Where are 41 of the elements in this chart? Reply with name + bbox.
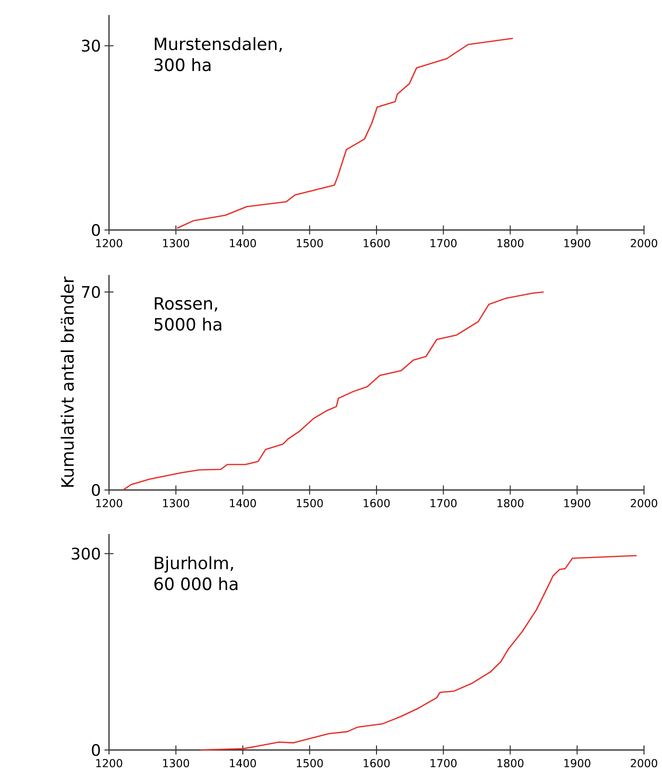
x-tick-label: 1300 <box>163 759 190 768</box>
x-tick-label: 1600 <box>364 239 390 248</box>
x-tick-label: 1500 <box>296 239 323 248</box>
y-tick-label: 0 <box>92 484 100 496</box>
x-tick-label: 1500 <box>296 759 323 768</box>
x-tick-label: 1900 <box>564 239 590 248</box>
x-tick-label: 1900 <box>564 759 590 768</box>
y-tick-label: 0 <box>92 224 100 236</box>
x-tick-label: 1500 <box>296 499 323 508</box>
x-tick-label: 1600 <box>364 499 390 508</box>
text: Rossen, <box>154 297 218 312</box>
x-tick-label: 1300 <box>163 239 190 248</box>
text: Bjurholm, <box>154 556 233 573</box>
x-tick-label: 1700 <box>430 239 457 248</box>
x-tick-label: 1900 <box>564 499 590 508</box>
x-tick-label: 1300 <box>163 499 190 508</box>
text: 60 000 ha <box>154 577 238 590</box>
x-tick-label: 1200 <box>96 759 122 768</box>
x-tick-label: 1800 <box>498 759 524 768</box>
x-tick-label: 1700 <box>430 499 457 508</box>
x-tick-label: 1400 <box>230 759 256 768</box>
y-tick-label: 70 <box>82 286 100 298</box>
x-tick-label: 1600 <box>364 759 390 768</box>
line-series <box>122 291 544 491</box>
y-tick-label: 0 <box>92 744 100 756</box>
x-tick-label: 1800 <box>498 499 524 508</box>
x-tick-label: 1400 <box>230 239 256 248</box>
x-tick-label: 1800 <box>498 239 524 248</box>
text: 5000 ha <box>154 318 222 331</box>
x-tick-label: 2000 <box>630 759 658 768</box>
y-axis-title: Kumulativt antal bränder <box>60 276 74 487</box>
x-tick-label: 1200 <box>96 239 122 248</box>
x-tick-label: 1200 <box>96 499 122 508</box>
text: 300 ha <box>154 58 210 72</box>
x-tick-label: 1400 <box>230 499 256 508</box>
x-tick-label: 1700 <box>430 759 457 768</box>
x-tick-label: 2000 <box>630 499 658 508</box>
y-tick-label: 300 <box>72 548 100 560</box>
y-tick-label: 30 <box>82 40 100 52</box>
x-tick-label: 2000 <box>630 239 658 248</box>
text: Murstensdalen, <box>154 37 282 52</box>
